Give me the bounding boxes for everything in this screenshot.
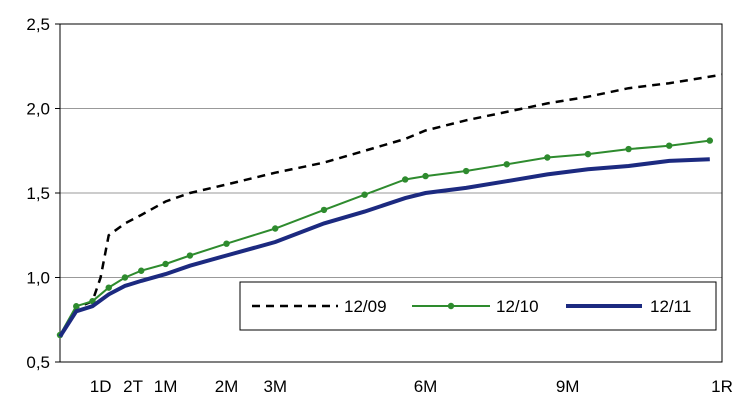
y-tick-label: 2,0: [26, 100, 50, 119]
series-point: [706, 137, 714, 144]
legend: 12/09 12/10 12/11: [239, 281, 717, 331]
series-point: [402, 176, 409, 183]
series-point: [272, 225, 279, 232]
series-point: [121, 274, 129, 281]
series-layer: [56, 73, 723, 339]
gridlines: [60, 108, 722, 278]
legend-marker: [447, 302, 455, 310]
series-point: [223, 240, 230, 247]
series-point: [73, 303, 80, 310]
legend-label: 12/10: [496, 297, 539, 316]
series-point: [462, 167, 470, 175]
x-tick-label: 1M: [154, 377, 178, 396]
series-point: [666, 142, 673, 149]
x-tick-label: 3M: [263, 377, 287, 396]
x-tick-label: 2T: [123, 377, 143, 396]
series-point: [584, 150, 592, 158]
series-point: [503, 161, 510, 168]
x-tick-label: 2M: [215, 377, 239, 396]
series-point: [162, 260, 169, 268]
series-line-12-11: [58, 157, 710, 338]
series-point: [105, 284, 112, 291]
legend-items: 12/09 12/10 12/11: [252, 297, 691, 316]
y-axis-ticks: 0,5 1,0 1,5 2,0 2,5: [26, 15, 60, 372]
series-point: [625, 145, 632, 153]
x-tick-label: 6M: [414, 377, 438, 396]
series-line-12-09: [58, 73, 723, 338]
y-tick-label: 1,0: [26, 269, 50, 288]
series-point: [544, 154, 551, 161]
x-axis-ticks: 1D 2T 1M 2M 3M 6M 9M 1R: [90, 377, 733, 396]
series-point: [186, 252, 194, 259]
series-point: [361, 191, 368, 198]
legend-label: 12/09: [344, 297, 387, 316]
y-tick-label: 0,5: [26, 353, 50, 372]
y-tick-label: 2,5: [26, 15, 50, 34]
x-tick-label: 1R: [711, 377, 733, 396]
x-tick-label: 1D: [90, 377, 112, 396]
legend-label: 12/11: [650, 297, 691, 316]
series-point: [422, 172, 429, 180]
y-tick-label: 1,5: [26, 184, 50, 203]
series-point: [320, 206, 328, 214]
x-tick-label: 9M: [556, 377, 580, 396]
series-point: [138, 267, 145, 274]
